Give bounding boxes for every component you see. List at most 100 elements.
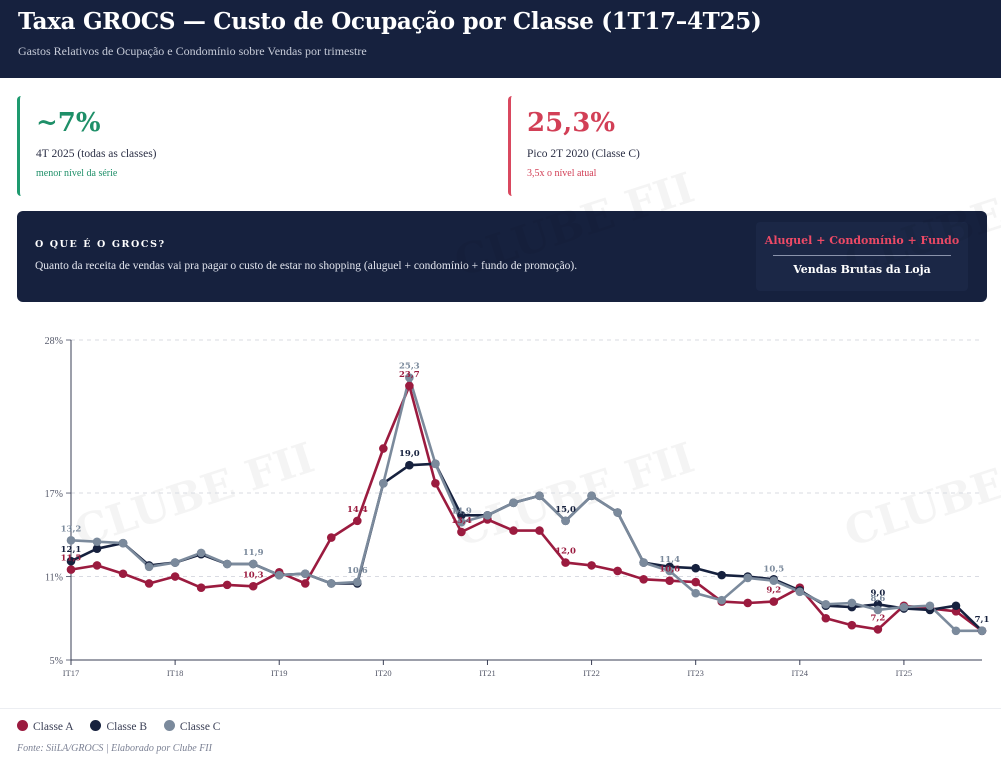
- data-point: [457, 527, 466, 537]
- data-point: [587, 491, 596, 501]
- data-point: [561, 516, 570, 526]
- data-point: [717, 595, 727, 605]
- kpi-card-min: ~7% 4T 2025 (todas as classes) menor nív…: [17, 96, 490, 196]
- series-line-classe-a: [70, 384, 983, 632]
- data-point: [431, 479, 440, 488]
- y-tick-label: 5%: [50, 656, 63, 667]
- data-point: [457, 517, 466, 527]
- formula-numerator: Aluguel + Condomínio + Fundo: [764, 234, 960, 247]
- data-point: [144, 562, 154, 572]
- x-tick-label: IT24: [792, 668, 809, 678]
- data-label: 10,5: [763, 565, 784, 575]
- data-point: [196, 583, 206, 592]
- data-label: 13,2: [61, 524, 82, 534]
- legend-swatch: [163, 720, 175, 731]
- data-point: [92, 544, 102, 553]
- data-label: 11,9: [243, 548, 264, 558]
- chart-legend: Classe A Classe B Classe C: [17, 720, 234, 736]
- data-point: [300, 579, 310, 588]
- data-point: [691, 563, 700, 573]
- data-point: [561, 558, 570, 567]
- data-point: [66, 556, 76, 566]
- page-subtitle: Gastos Relativos de Ocupação e Condomíni…: [18, 44, 367, 58]
- legend-swatch: [90, 720, 102, 731]
- data-label: 9,0: [870, 588, 885, 598]
- data-point: [665, 566, 674, 576]
- data-point: [977, 626, 987, 636]
- data-point: [170, 558, 180, 567]
- data-point: [274, 570, 284, 580]
- data-point: [300, 569, 310, 579]
- data-point: [92, 561, 102, 570]
- x-tick-label: IT20: [375, 668, 392, 678]
- x-tick-label: IT18: [167, 668, 184, 678]
- data-label: 11,5: [61, 554, 82, 564]
- data-point: [118, 569, 128, 579]
- series-line-classe-c: [70, 376, 982, 633]
- data-point: [248, 559, 258, 569]
- explain-heading: O QUE É O GROCS?: [35, 239, 166, 250]
- legend-label: Classe B: [106, 721, 148, 733]
- y-tick-label: 28%: [45, 336, 63, 347]
- legend-item-classe-c: Classe C: [163, 720, 220, 733]
- data-point: [353, 516, 362, 526]
- data-point: [535, 491, 544, 501]
- source-note: Fonte: SiiLA/GROCS | Elaborado por Clube…: [17, 743, 212, 754]
- legend-label: Classe A: [33, 721, 74, 733]
- x-tick-label: IT25: [896, 668, 913, 678]
- data-point: [587, 561, 596, 570]
- data-point: [925, 601, 935, 611]
- data-point: [769, 597, 779, 606]
- data-point: [248, 581, 258, 591]
- data-point: [847, 620, 857, 630]
- data-point: [795, 587, 805, 597]
- data-point: [405, 460, 414, 470]
- data-point: [717, 570, 727, 580]
- data-point: [457, 511, 466, 520]
- data-point: [951, 601, 961, 611]
- data-point: [326, 533, 336, 542]
- data-point: [405, 373, 414, 382]
- data-label: 13,4: [451, 516, 472, 526]
- data-label: 25,3: [399, 362, 420, 372]
- data-point: [821, 613, 831, 623]
- data-point: [509, 498, 518, 508]
- explain-text: Quanto da receita de vendas vai pra paga…: [35, 260, 578, 272]
- kpi-value: 25,3%: [527, 108, 616, 138]
- data-point: [66, 536, 76, 545]
- data-label: 12,1: [61, 545, 82, 555]
- data-label: 14,4: [347, 505, 368, 515]
- data-point: [639, 575, 648, 584]
- data-point: [613, 566, 622, 576]
- data-label: 12,0: [555, 547, 576, 557]
- data-point: [353, 577, 362, 587]
- x-tick-label: IT17: [63, 668, 80, 678]
- kpi-label: 4T 2025 (todas as classes): [36, 148, 157, 160]
- data-point: [509, 526, 518, 535]
- data-label: 7,2: [870, 613, 885, 623]
- series-line-classe-b: [70, 462, 983, 632]
- data-label: 23,7: [399, 370, 420, 380]
- data-label: 10,3: [243, 570, 264, 580]
- x-tick-label: IT21: [479, 668, 496, 678]
- data-point: [170, 572, 180, 581]
- data-point: [743, 598, 753, 608]
- data-point: [665, 576, 674, 585]
- data-point: [483, 511, 492, 520]
- data-point: [379, 444, 388, 453]
- legend-swatch: [17, 720, 28, 731]
- data-point: [951, 626, 961, 636]
- data-point: [405, 381, 414, 391]
- data-point: [847, 598, 857, 608]
- data-point: [613, 508, 622, 517]
- data-point: [379, 479, 388, 488]
- data-point: [326, 579, 336, 588]
- data-label: 19,0: [399, 449, 420, 459]
- data-label: 11,4: [659, 555, 680, 565]
- x-tick-label: IT23: [687, 668, 704, 678]
- data-label: 10,6: [659, 565, 680, 575]
- data-point: [691, 577, 700, 587]
- data-point: [222, 580, 232, 590]
- page-header: Taxa GROCS — Custo de Ocupação por Class…: [0, 0, 1001, 78]
- kpi-value: ~7%: [36, 108, 101, 138]
